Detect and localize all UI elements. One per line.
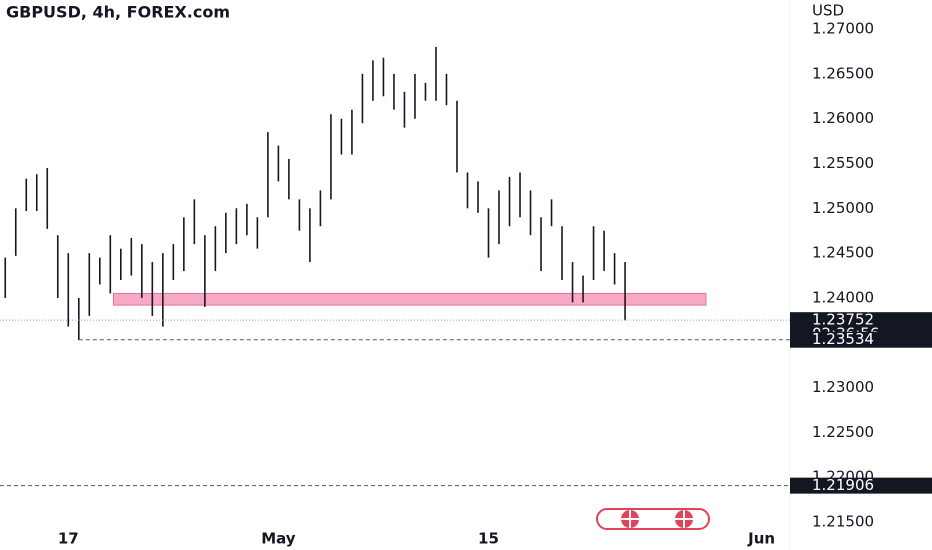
x-tick-label: Jun: [747, 530, 775, 548]
x-tick-label: May: [261, 530, 296, 548]
price-tag: [790, 331, 932, 348]
logo: [596, 508, 710, 530]
y-tick-label: 1.25000: [812, 199, 874, 217]
y-tick-label: 1.27000: [812, 20, 874, 38]
y-tick-label: 1.25500: [812, 154, 874, 172]
price-tag-label: 1.23534: [812, 330, 874, 348]
x-tick-label: 17: [58, 530, 79, 548]
price-tag-label: 1.23752: [812, 311, 874, 329]
y-tick-label: 1.26500: [812, 64, 874, 82]
support-zone: [112, 292, 707, 306]
price-tag: [790, 477, 932, 494]
chart-title: GBPUSD, 4h, FOREX.com: [6, 3, 230, 22]
price-tag-label: 1.21906: [812, 476, 874, 494]
x-tick-label: 15: [478, 530, 499, 548]
y-tick-label: 1.23000: [812, 378, 874, 396]
y-tick-label: 1.26000: [812, 109, 874, 127]
y-tick-label: 1.24000: [812, 288, 874, 306]
y-tick-label: 1.22500: [812, 423, 874, 441]
y-unit: USD: [812, 2, 844, 20]
y-tick-label: 1.21500: [812, 513, 874, 531]
y-tick-label: 1.24500: [812, 244, 874, 262]
